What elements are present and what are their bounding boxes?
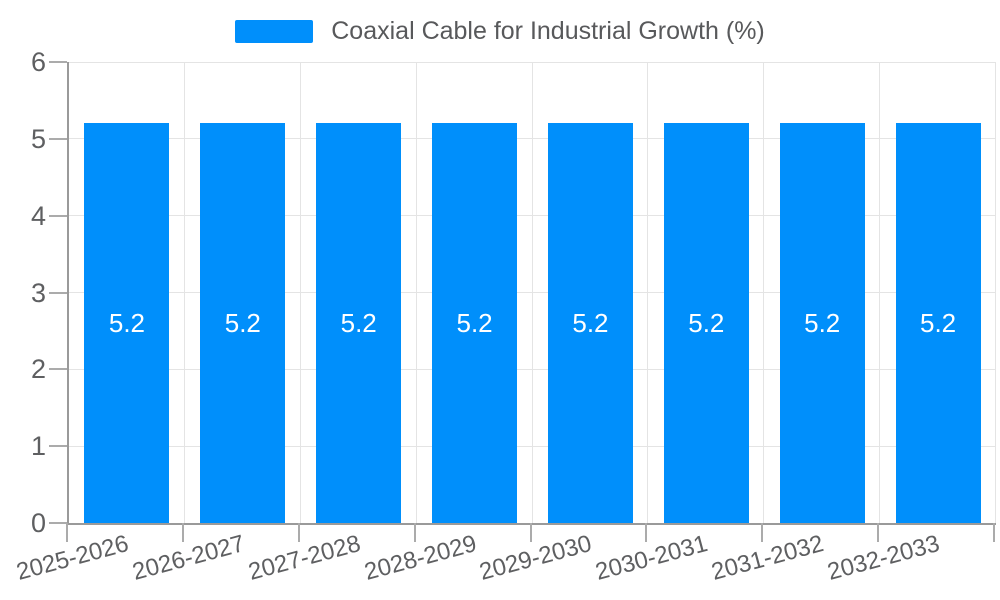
y-tick-label: 6 — [30, 47, 46, 77]
v-gridline — [763, 62, 765, 523]
bar[interactable]: 5.2 — [84, 123, 170, 523]
y-axis-tick — [49, 291, 67, 294]
bar-value-label: 5.2 — [688, 308, 725, 339]
bar[interactable]: 5.2 — [200, 123, 286, 523]
x-axis-tick — [645, 523, 648, 542]
x-axis-tick — [297, 523, 300, 542]
plot-area: 5.2 5.2 5.2 5.2 5.2 5.2 5.2 5.2 — [67, 61, 996, 525]
legend[interactable]: Coaxial Cable for Industrial Growth (%) — [0, 19, 1000, 44]
bar[interactable]: 5.2 — [547, 123, 633, 523]
bar-value-label: 5.2 — [456, 308, 493, 339]
x-axis-tick — [761, 523, 764, 542]
y-axis-tick — [49, 61, 67, 63]
bar-value-label: 5.2 — [804, 308, 841, 339]
h-gridline — [69, 368, 996, 370]
y-tick-label: 3 — [30, 277, 46, 308]
y-tick-label: 4 — [30, 200, 46, 231]
y-tick-label: 0 — [30, 508, 46, 538]
bar-value-label: 5.2 — [919, 308, 957, 339]
y-axis-tick — [49, 137, 67, 140]
v-gridline — [183, 62, 185, 523]
h-gridline — [69, 215, 996, 217]
bar[interactable]: 5.2 — [316, 123, 402, 523]
bar-value-label: 5.2 — [224, 308, 261, 339]
v-gridline — [531, 62, 533, 523]
x-axis-tick — [413, 523, 416, 542]
y-tick-label: 2 — [30, 354, 46, 385]
h-gridline — [69, 138, 996, 140]
y-axis-tick — [49, 368, 67, 371]
y-axis-tick — [49, 214, 67, 217]
v-gridline — [879, 62, 881, 523]
x-axis-tick — [877, 523, 880, 542]
bar-value-label: 5.2 — [108, 308, 146, 339]
x-axis-tick — [529, 523, 532, 542]
h-gridline — [69, 292, 996, 293]
y-tick-label: 5 — [30, 123, 46, 154]
v-gridline — [647, 62, 649, 523]
bar[interactable]: 5.2 — [432, 123, 518, 523]
bar-value-label: 5.2 — [340, 308, 377, 339]
y-axis-tick — [49, 522, 67, 524]
x-axis-tick — [66, 523, 68, 542]
x-axis-tick — [993, 523, 995, 542]
x-axis-tick — [181, 523, 184, 542]
h-gridline — [69, 61, 996, 63]
y-axis-tick — [49, 445, 67, 448]
v-gridline — [299, 62, 301, 523]
legend-swatch — [235, 20, 314, 43]
bar-value-label: 5.2 — [572, 308, 609, 339]
h-gridline — [69, 445, 996, 447]
legend-label: Coaxial Cable for Industrial Growth (%) — [331, 17, 765, 45]
bar[interactable]: 5.2 — [779, 123, 865, 523]
v-gridline — [995, 62, 996, 523]
y-tick-label: 1 — [30, 431, 46, 462]
v-gridline — [415, 62, 417, 523]
bar[interactable]: 5.2 — [663, 123, 749, 523]
bar[interactable]: 5.2 — [895, 123, 981, 523]
